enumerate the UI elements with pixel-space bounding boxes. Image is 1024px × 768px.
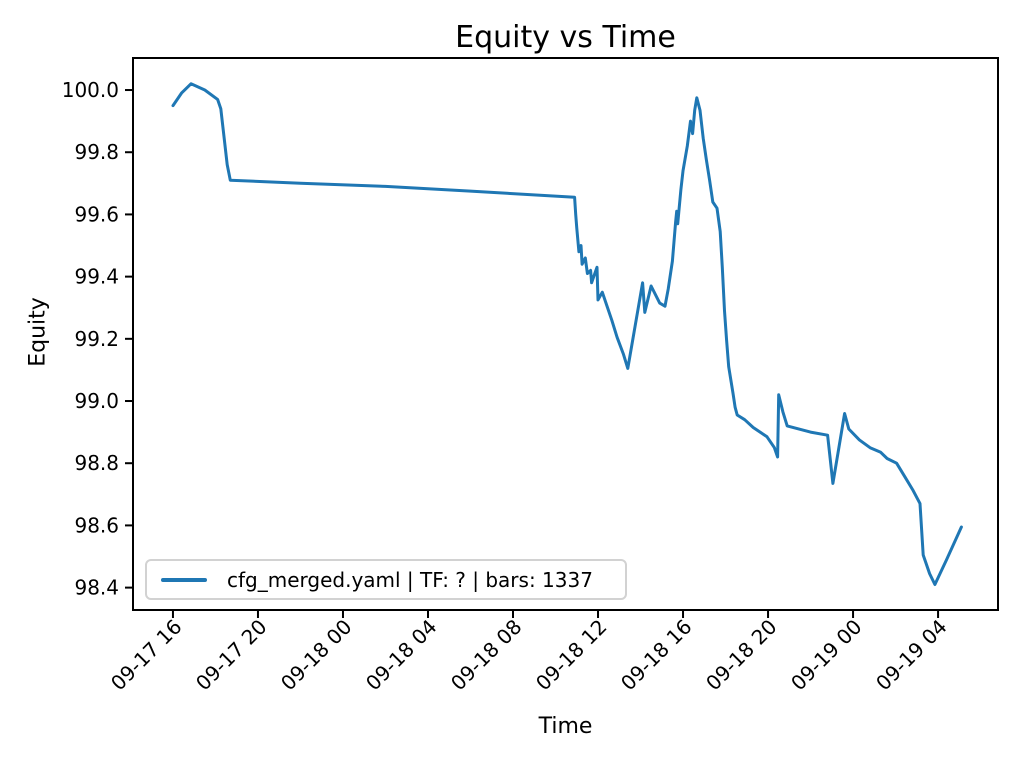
y-tick-label: 99.0 [74,389,119,413]
x-tick-label: 09-18 20 [701,615,782,696]
y-tick-label: 99.8 [74,140,119,164]
equity-line [171,82,963,586]
y-tick-label: 99.6 [74,202,119,226]
legend-line-swatch [161,577,207,582]
chart-title: Equity vs Time [455,20,676,55]
x-tick-label: 09-19 00 [786,615,867,696]
x-tick-label: 09-18 08 [446,615,527,696]
x-tick-label: 09-18 16 [616,615,697,696]
legend-label: cfg_merged.yaml | TF: ? | bars: 1337 [227,567,593,592]
y-tick-label: 98.4 [74,576,119,600]
x-tick-label: 09-18 00 [276,615,357,696]
x-tick-label: 09-18 04 [361,615,442,696]
axes-frame [132,57,999,611]
x-tick-label: 09-19 04 [871,615,952,696]
x-tick-label: 09-17 20 [191,615,272,696]
y-tick-label: 98.8 [74,451,119,475]
y-tick-label: 99.2 [74,327,119,351]
x-tick-label: 09-17 16 [106,615,187,696]
y-tick-label: 99.4 [74,265,119,289]
y-tick-label: 98.6 [74,513,119,537]
x-tick-label: 09-18 12 [531,615,612,696]
y-tick-label: 100.0 [62,78,119,102]
legend: cfg_merged.yaml | TF: ? | bars: 1337 [145,559,627,600]
x-axis-label: Time [538,714,593,739]
